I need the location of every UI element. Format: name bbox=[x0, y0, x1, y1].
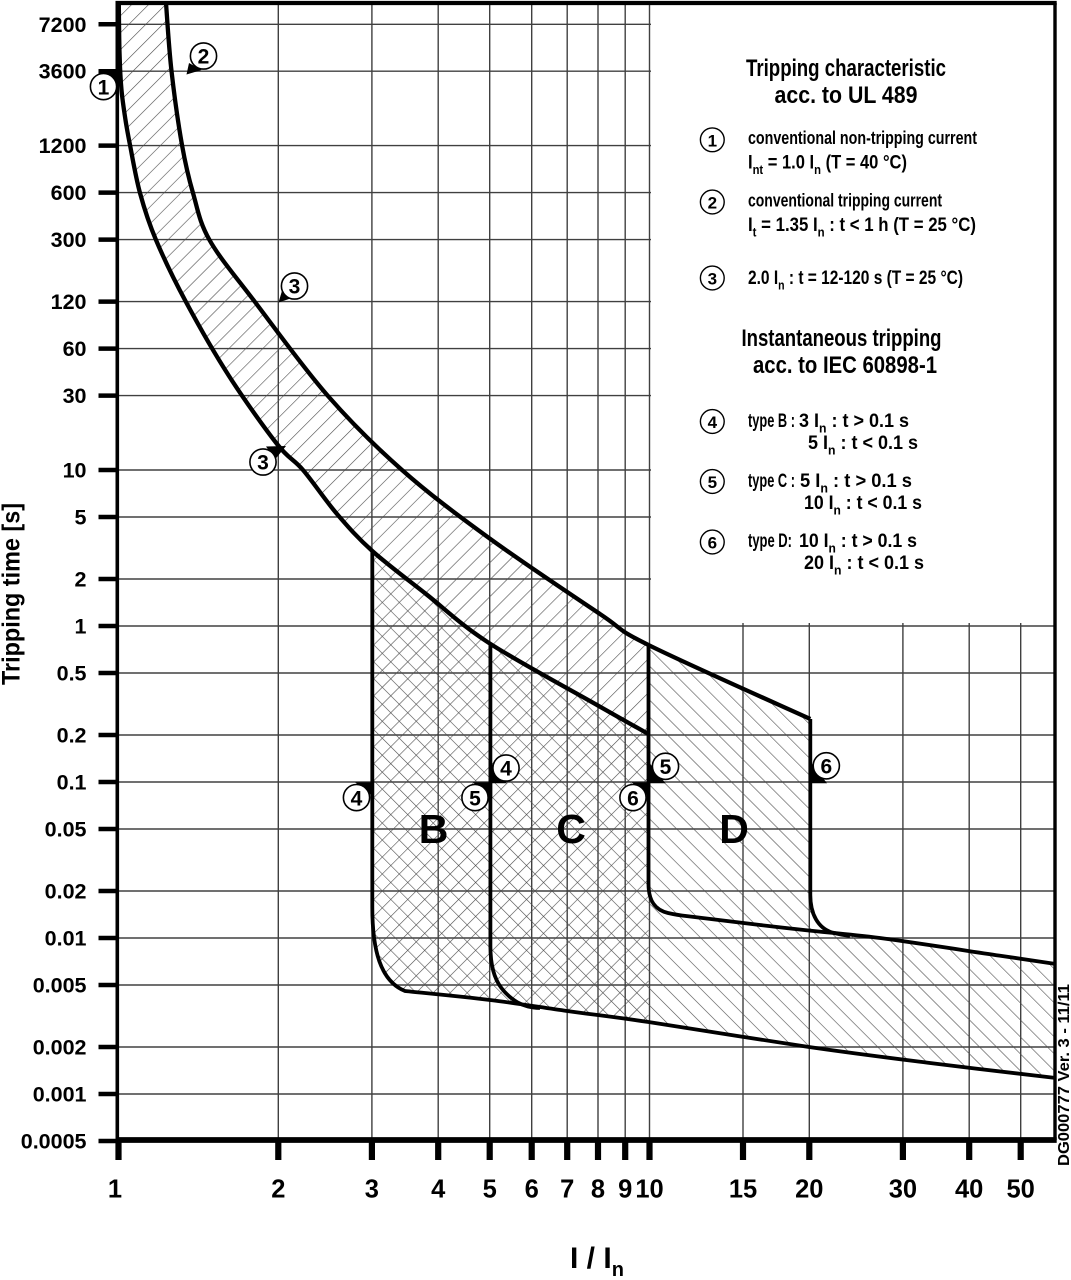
svg-text:2: 2 bbox=[708, 194, 717, 213]
svg-text:D: D bbox=[719, 806, 749, 852]
svg-text:5 In : t > 0.1 s: 5 In : t > 0.1 s bbox=[800, 471, 912, 496]
svg-text:0.0005: 0.0005 bbox=[21, 1130, 87, 1154]
svg-text:acc. to UL 489: acc. to UL 489 bbox=[775, 82, 918, 109]
svg-text:3: 3 bbox=[365, 1176, 379, 1204]
svg-text:4: 4 bbox=[351, 787, 363, 810]
svg-text:3600: 3600 bbox=[39, 60, 87, 84]
svg-text:1200: 1200 bbox=[39, 134, 87, 158]
svg-text:5: 5 bbox=[708, 473, 717, 492]
svg-text:Tripping time [s]: Tripping time [s] bbox=[0, 503, 26, 685]
svg-text:10: 10 bbox=[635, 1176, 663, 1204]
svg-text:4: 4 bbox=[708, 413, 718, 432]
svg-text:0.1: 0.1 bbox=[57, 771, 87, 795]
svg-text:7: 7 bbox=[560, 1176, 574, 1204]
svg-text:B: B bbox=[419, 806, 449, 852]
svg-text:Int = 1.0 In (T = 40 °C): Int = 1.0 In (T = 40 °C) bbox=[748, 153, 907, 178]
svg-text:30: 30 bbox=[889, 1176, 917, 1204]
svg-text:type D:: type D: bbox=[748, 531, 792, 552]
svg-text:3: 3 bbox=[289, 276, 301, 299]
svg-text:0.005: 0.005 bbox=[33, 974, 87, 998]
svg-text:6: 6 bbox=[525, 1176, 539, 1204]
svg-text:4: 4 bbox=[431, 1176, 446, 1204]
svg-text:3: 3 bbox=[257, 452, 269, 475]
svg-text:600: 600 bbox=[51, 181, 87, 205]
svg-text:6: 6 bbox=[708, 534, 717, 553]
svg-text:0.01: 0.01 bbox=[45, 927, 87, 951]
svg-text:3: 3 bbox=[708, 270, 717, 289]
svg-text:20 In : t < 0.1 s: 20 In : t < 0.1 s bbox=[804, 553, 924, 578]
svg-text:5: 5 bbox=[660, 756, 672, 779]
svg-text:2: 2 bbox=[198, 46, 210, 69]
svg-text:2.0 In : t = 12-120 s (T = 25: 2.0 In : t = 12-120 s (T = 25 °C) bbox=[748, 268, 963, 293]
svg-text:10 In : t < 0.1 s: 10 In : t < 0.1 s bbox=[804, 493, 922, 518]
svg-text:10 In : t > 0.1 s: 10 In : t > 0.1 s bbox=[799, 531, 917, 556]
svg-text:7200: 7200 bbox=[39, 13, 87, 37]
svg-text:6: 6 bbox=[627, 787, 639, 810]
svg-text:0.002: 0.002 bbox=[33, 1036, 87, 1060]
svg-text:30: 30 bbox=[63, 384, 87, 408]
svg-text:2: 2 bbox=[271, 1176, 285, 1204]
svg-text:40: 40 bbox=[955, 1176, 983, 1204]
svg-text:0.2: 0.2 bbox=[57, 724, 87, 748]
svg-text:15: 15 bbox=[729, 1176, 757, 1204]
svg-text:10: 10 bbox=[63, 459, 87, 483]
svg-text:0.05: 0.05 bbox=[45, 818, 87, 842]
svg-text:acc. to IEC 60898-1: acc. to IEC 60898-1 bbox=[753, 352, 937, 379]
svg-text:20: 20 bbox=[795, 1176, 823, 1204]
svg-text:6: 6 bbox=[820, 756, 832, 779]
svg-text:5: 5 bbox=[469, 787, 481, 810]
svg-text:1: 1 bbox=[708, 131, 717, 150]
svg-text:8: 8 bbox=[591, 1176, 605, 1204]
svg-text:1: 1 bbox=[98, 76, 110, 99]
svg-text:1: 1 bbox=[108, 1176, 122, 1204]
svg-text:0.001: 0.001 bbox=[33, 1083, 87, 1107]
svg-text:0.02: 0.02 bbox=[45, 880, 87, 904]
svg-text:120: 120 bbox=[51, 290, 87, 314]
svg-text:conventional non-tripping curr: conventional non-tripping current bbox=[748, 128, 977, 148]
svg-text:3 In : t > 0.1 s: 3 In : t > 0.1 s bbox=[799, 411, 909, 436]
svg-text:5 In : t < 0.1 s: 5 In : t < 0.1 s bbox=[808, 433, 918, 458]
svg-text:50: 50 bbox=[1007, 1176, 1035, 1204]
svg-text:300: 300 bbox=[51, 228, 87, 252]
svg-text:9: 9 bbox=[618, 1176, 632, 1204]
svg-text:Tripping characteristic: Tripping characteristic bbox=[746, 55, 946, 82]
svg-text:0.5: 0.5 bbox=[57, 662, 87, 686]
svg-text:C: C bbox=[556, 806, 586, 852]
svg-text:4: 4 bbox=[500, 758, 512, 781]
svg-text:conventional tripping current: conventional tripping current bbox=[748, 191, 942, 211]
svg-text:DG000777 Ver. 3 - 11/11: DG000777 Ver. 3 - 11/11 bbox=[1056, 984, 1071, 1166]
svg-text:type B :: type B : bbox=[748, 411, 795, 432]
svg-text:60: 60 bbox=[63, 337, 87, 361]
svg-text:It = 1.35 In : t < 1 h (T =: It = 1.35 In : t < 1 h (T = 25 °C) bbox=[748, 215, 976, 240]
svg-text:1: 1 bbox=[75, 615, 87, 639]
svg-text:5: 5 bbox=[75, 506, 87, 530]
svg-text:5: 5 bbox=[483, 1176, 497, 1204]
svg-text:Instantaneous tripping: Instantaneous tripping bbox=[742, 325, 942, 352]
svg-text:type C :: type C : bbox=[748, 471, 795, 492]
svg-text:2: 2 bbox=[75, 568, 87, 592]
